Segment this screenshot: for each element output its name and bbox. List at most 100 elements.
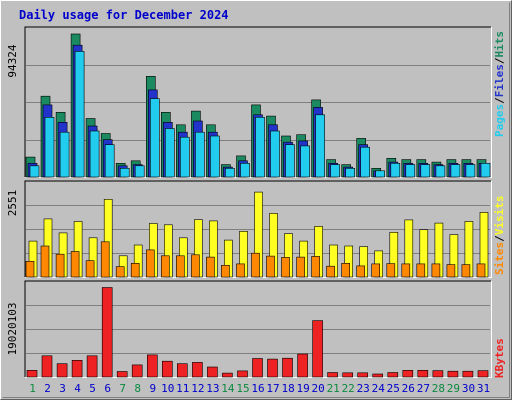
bar-kbytes-day-27 <box>417 369 429 378</box>
bar-kbytes-day-15 <box>237 370 248 378</box>
bar-sites-day-22 <box>341 262 351 278</box>
bar-sites-day-16 <box>251 252 260 278</box>
bar-kbytes-day-21 <box>327 372 338 378</box>
day-label-30: 30 <box>462 382 475 395</box>
bar-sites-day-31 <box>476 263 486 278</box>
day-label-9: 9 <box>149 382 156 395</box>
bar-kbytes-day-17 <box>267 358 278 378</box>
bar-sites-day-15 <box>236 263 245 278</box>
day-label-28: 28 <box>432 382 445 395</box>
bar-pages-day-22 <box>345 168 356 178</box>
bar-kbytes-day-14 <box>222 372 233 378</box>
bar-pages-day-31 <box>480 163 491 178</box>
bar-kbytes-day-12 <box>192 362 203 378</box>
bar-pages-day-15 <box>240 163 250 178</box>
bar-sites-day-4 <box>70 251 80 278</box>
x-axis-day-labels: 1 2 3 4 5 6 7 8 9 10 11 12 13 14 15 16 17 18 19 20 21 22 23 24 2… <box>29 382 490 395</box>
legend-bottom: KBytes <box>493 338 506 378</box>
day-label-18: 18 <box>281 382 294 395</box>
scale-label-top: 94324 <box>6 44 19 77</box>
bar-pages-day-7 <box>119 168 130 178</box>
bar-kbytes-day-9 <box>147 354 158 378</box>
bar-pages-day-1 <box>29 165 40 178</box>
bar-kbytes-day-16 <box>252 358 263 378</box>
bar-kbytes-day-8 <box>131 364 143 378</box>
panel-border-top <box>24 180 491 277</box>
bar-sites-day-21 <box>326 265 335 278</box>
bar-sites-day-17 <box>266 255 275 278</box>
bar-kbytes-day-1 <box>26 369 38 378</box>
bar-kbytes-day-4 <box>71 359 83 378</box>
bar-kbytes-day-6 <box>101 287 113 378</box>
scale-label-middle: 2551 <box>6 190 19 217</box>
bar-pages-day-18 <box>285 144 295 178</box>
day-label-26: 26 <box>402 382 415 395</box>
day-label-31: 31 <box>477 382 490 395</box>
bar-pages-day-29 <box>450 164 461 178</box>
bar-pages-day-24 <box>375 170 386 178</box>
bar-sites-day-9 <box>146 249 155 278</box>
bars-bottom <box>26 287 489 378</box>
day-label-13: 13 <box>206 382 219 395</box>
bar-kbytes-day-7 <box>116 371 128 378</box>
scale-label-bottom: 19020103 <box>6 303 19 356</box>
day-label-23: 23 <box>357 382 370 395</box>
bar-pages-day-20 <box>315 114 325 178</box>
legend-entry-visits: Visits <box>493 196 506 236</box>
bar-kbytes-day-24 <box>372 373 384 378</box>
bar-sites-day-13 <box>206 256 215 278</box>
bar-pages-day-30 <box>465 164 476 178</box>
bar-pages-day-23 <box>360 146 371 178</box>
chart-title: Daily usage for December 2024 <box>19 8 229 22</box>
day-label-10: 10 <box>161 382 174 395</box>
bar-sites-day-5 <box>85 260 95 278</box>
day-label-22: 22 <box>342 382 355 395</box>
bar-sites-day-20 <box>311 256 320 278</box>
legend-entry-files: Files <box>493 64 506 97</box>
bar-sites-day-26 <box>401 263 411 278</box>
day-label-29: 29 <box>447 382 460 395</box>
bars-top <box>25 33 491 178</box>
panel-border-bottom <box>25 181 492 278</box>
chart-panels: 94324 2551 19020103 <box>6 26 492 378</box>
bar-sites-day-3 <box>55 253 65 278</box>
panel-bottom: 19020103 <box>6 280 492 378</box>
panel-middle: 2551 <box>6 180 492 278</box>
bar-pages-day-25 <box>390 163 401 178</box>
day-label-16: 16 <box>251 382 264 395</box>
bar-kbytes-day-30 <box>462 370 474 378</box>
bar-pages-day-6 <box>104 144 115 178</box>
bar-kbytes-day-3 <box>56 363 68 378</box>
bar-sites-day-30 <box>461 264 471 278</box>
bars-middle <box>25 191 489 278</box>
frame-bevel-dark-inner <box>2 2 510 398</box>
bar-pages-day-16 <box>255 117 265 178</box>
bar-sites-day-24 <box>371 263 381 278</box>
bar-kbytes-day-31 <box>477 370 489 378</box>
bar-sites-day-18 <box>281 257 290 278</box>
bar-kbytes-day-13 <box>207 366 218 378</box>
bar-pages-day-11 <box>180 136 190 178</box>
bar-pages-day-14 <box>225 168 235 178</box>
day-label-1: 1 <box>29 382 36 395</box>
day-label-2: 2 <box>44 382 51 395</box>
bar-kbytes-day-29 <box>447 370 459 378</box>
bar-pages-day-2 <box>44 117 55 178</box>
panel-top: 94324 <box>6 26 492 178</box>
day-label-3: 3 <box>59 382 66 395</box>
bar-pages-day-8 <box>134 165 145 178</box>
legend-middle: Sites/Visits <box>493 196 506 276</box>
bar-pages-day-19 <box>300 145 310 178</box>
bar-sites-day-12 <box>191 254 200 278</box>
bar-sites-day-27 <box>416 263 426 278</box>
bar-kbytes-day-20 <box>312 320 323 378</box>
legend-entry-hits: Hits <box>493 31 506 58</box>
bar-kbytes-day-22 <box>342 372 354 378</box>
day-label-12: 12 <box>191 382 204 395</box>
panel-border-top <box>24 26 491 177</box>
bar-pages-day-26 <box>405 164 416 178</box>
panel-legends: Pages/Files/Hits Sites/Visits KBytes <box>493 31 506 378</box>
bar-kbytes-day-28 <box>432 370 444 378</box>
